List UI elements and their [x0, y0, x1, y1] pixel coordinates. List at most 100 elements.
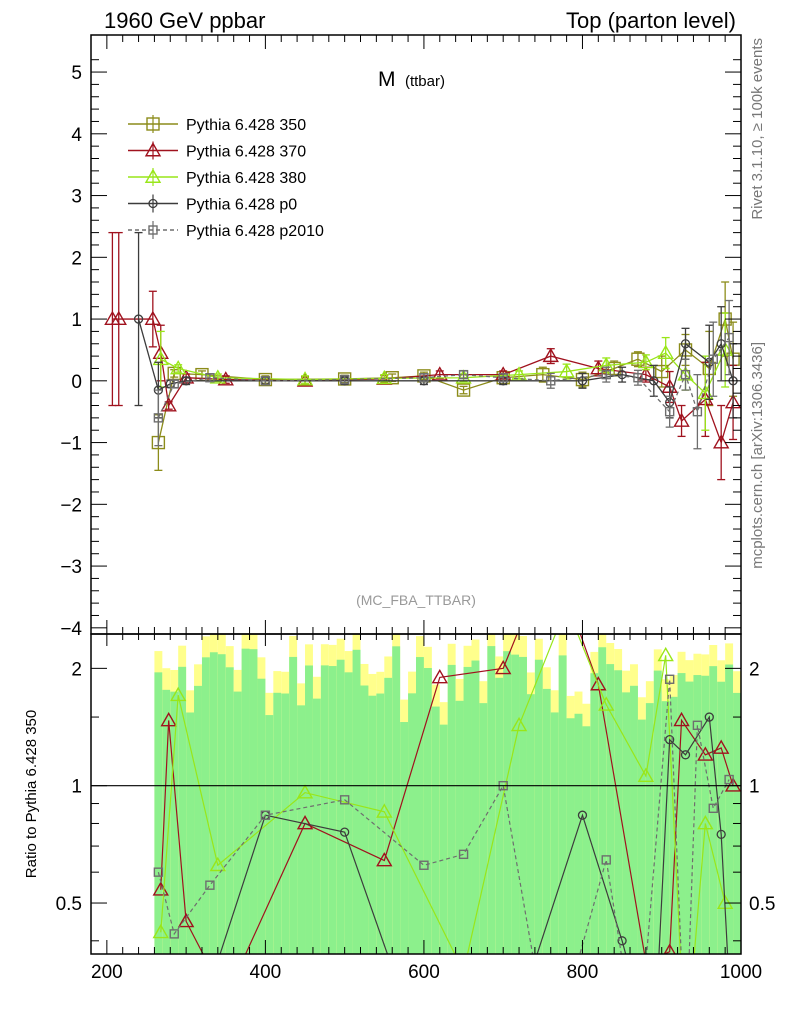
band-green: [447, 664, 456, 954]
ratio-point-p2010: [419, 860, 429, 870]
band-green: [281, 693, 290, 954]
ratio-point-p370: [724, 777, 741, 792]
point-p2010: [692, 406, 703, 417]
ratio-tick-label-left: 0.5: [56, 894, 82, 915]
ratio-point-p370: [673, 711, 690, 727]
ratio-point-p0: [617, 936, 627, 946]
point-p2010: [153, 413, 164, 423]
band-green: [622, 692, 631, 954]
band-green: [352, 649, 361, 954]
point-p2010: [633, 373, 643, 383]
ratio-point-p2010: [708, 803, 718, 813]
band-green: [550, 712, 559, 954]
band-green: [614, 670, 623, 954]
band-green: [384, 677, 393, 954]
ratio-line-p380: [160, 634, 726, 954]
ratio-point-p370: [697, 746, 714, 761]
point-p380: [152, 350, 169, 366]
legend-label: Pythia 6.428 p0: [186, 197, 297, 214]
y-tick-label: 1: [71, 310, 82, 331]
y-tick-label: 4: [71, 125, 82, 146]
ratio-band-layer: [154, 634, 741, 954]
ratio-point-p2010: [664, 674, 675, 684]
ratio-point-p2010: [458, 849, 469, 860]
legend-marker-p380: [144, 168, 162, 183]
band-green: [717, 681, 726, 954]
legend: Pythia 6.428 350 Pythia 6.428 370 Pythia 6…: [128, 115, 324, 240]
ratio-point-p380: [598, 696, 615, 711]
point-p380: [657, 344, 674, 359]
ratio-point-p2010: [153, 867, 164, 877]
point-p380: [637, 353, 655, 369]
point-p370: [673, 412, 690, 427]
ratio-line-p370: [160, 634, 734, 954]
band-green: [344, 672, 353, 954]
point-p2010: [708, 354, 718, 364]
ratio-tick-label-left: 1: [71, 777, 82, 798]
band-green: [297, 705, 306, 954]
band-green: [463, 666, 472, 954]
band-green: [479, 703, 488, 954]
band-green: [154, 672, 163, 954]
ratio-point-p370: [712, 739, 730, 754]
rivet-version-label: Rivet 3.1.10, ≥ 100k events: [749, 38, 766, 220]
point-p370: [712, 434, 730, 449]
band-green: [637, 719, 646, 954]
analysis-watermark: (MC_FBA_TTBAR): [356, 592, 476, 608]
ratio-point-p380: [510, 716, 528, 732]
point-p2010: [498, 373, 508, 383]
point-p0: [133, 314, 144, 324]
chart-title: M (ttbar): [378, 68, 445, 91]
band-green: [241, 648, 250, 954]
band-green: [558, 655, 567, 954]
point-p2010: [260, 376, 271, 386]
band-green: [511, 654, 520, 954]
band-green: [209, 652, 218, 954]
legend-marker-p370: [144, 142, 162, 157]
point-p380: [169, 360, 187, 375]
y-tick-label: −1: [60, 434, 82, 455]
point-p350: [607, 361, 621, 376]
main-series-layer: [104, 231, 741, 481]
band-green: [582, 726, 591, 954]
point-p370: [542, 347, 559, 363]
chart-title-sub: (ttbar): [405, 73, 445, 90]
band-green: [194, 685, 202, 954]
band-green: [645, 703, 654, 954]
band-green: [725, 664, 734, 954]
band-green: [455, 700, 464, 954]
point-p370: [431, 366, 448, 381]
legend-entry-p380: Pythia 6.428 380: [128, 168, 306, 187]
legend-label: Pythia 6.428 p2010: [186, 223, 324, 240]
point-p380: [558, 363, 575, 378]
x-tick-label: 200: [91, 962, 123, 983]
band-green: [217, 654, 226, 954]
band-green: [376, 693, 385, 954]
header-process: Top (parton level): [566, 8, 736, 33]
band-green: [368, 695, 377, 954]
series-line-p2010: [157, 337, 730, 419]
axis-ticks: 200 400 600 800 1000 −4 −3 −2 −1 0 1 2 3 4 5 0.5 0.5 1 1 2 2: [56, 35, 775, 983]
legend-label: Pythia 6.428 380: [186, 170, 306, 187]
ratio-tick-label-left: 2: [71, 659, 82, 680]
band-green: [170, 691, 179, 954]
ratio-tick-label-right: 2: [749, 659, 760, 680]
band-green: [503, 651, 512, 954]
point-p380: [510, 366, 528, 381]
ratio-series-p380: [152, 634, 734, 954]
ratio-point-p370: [494, 659, 512, 675]
band-green: [693, 675, 702, 954]
x-tick-label: 1000: [720, 962, 762, 983]
band-green: [590, 673, 599, 954]
ratio-point-p2010: [339, 795, 350, 805]
ratio-point-p380: [169, 686, 187, 702]
legend-marker-p350: [146, 117, 160, 131]
ratio-point-p370: [160, 711, 177, 727]
ratio-tick-label-right: 1: [749, 777, 760, 798]
band-green: [162, 689, 171, 954]
band-green: [709, 666, 718, 954]
ratio-point-p380: [637, 767, 655, 782]
y-tick-label: 3: [71, 187, 82, 208]
ratio-point-p380: [152, 923, 169, 939]
point-p2010: [458, 369, 469, 380]
